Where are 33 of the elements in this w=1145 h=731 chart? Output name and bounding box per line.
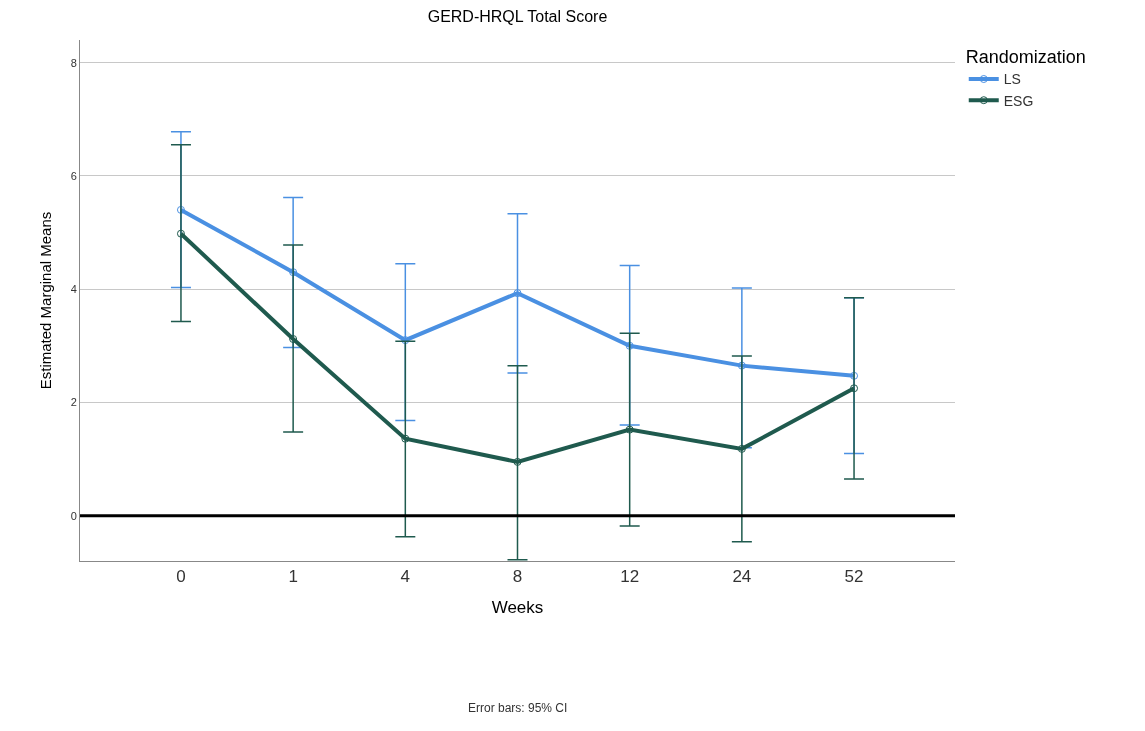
legend-title: Randomization [965,47,1086,68]
point [289,335,298,344]
legend-label: LS [1003,71,1021,88]
x-tick-label: 1 [288,567,298,587]
x-tick-label: 0 [176,567,186,587]
point [401,434,410,443]
x-tick-label: 52 [844,567,864,587]
y-tick-label: 2 [70,396,77,409]
point [737,361,746,370]
point [176,229,185,238]
x-axis-title: Weeks [491,597,544,617]
point [850,371,859,380]
x-tick-label: 4 [400,567,411,587]
point [401,336,410,345]
y-axis-title: Estimated Marginal Means [36,211,54,390]
point [513,457,522,466]
chart-title: GERD-HRQL Total Score [427,8,608,26]
point [289,268,298,277]
y-tick-label: 8 [70,56,77,69]
text: Error bars: 95% CI [468,701,568,715]
point [625,425,634,434]
legend-label: ESG [1003,92,1034,109]
x-tick-label: 12 [620,567,640,587]
x-tick-label: 24 [732,567,752,587]
point [513,289,522,298]
y-tick-label: 6 [70,169,77,182]
point [737,444,746,453]
point [625,341,634,350]
point [176,205,185,214]
point [850,384,859,393]
x-tick-label: 8 [512,567,523,587]
y-tick-label: 4 [70,283,77,296]
y-tick-label: 0 [70,509,77,522]
